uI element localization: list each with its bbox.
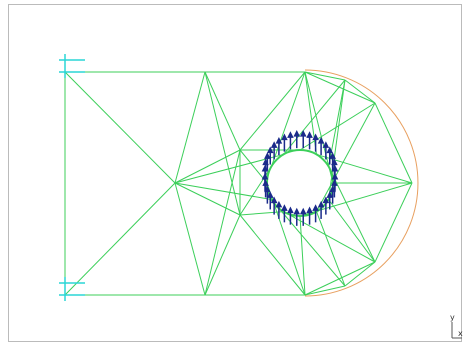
mesh-edge <box>304 71 346 81</box>
mesh-edge <box>174 149 241 184</box>
mesh-edge <box>304 71 376 104</box>
arrow-head <box>287 131 294 138</box>
arrow-head <box>312 133 319 141</box>
frame <box>8 4 462 342</box>
arrow-head <box>299 130 307 137</box>
mesh-edge <box>283 211 376 263</box>
mesh-edge <box>64 182 176 296</box>
arrow-head <box>270 196 278 204</box>
arrow-head <box>287 206 294 214</box>
mesh-edge <box>304 261 376 296</box>
arrow-head <box>281 133 288 141</box>
mesh-edge <box>239 211 284 216</box>
arrow-head <box>326 146 334 154</box>
arrow-head <box>281 204 288 211</box>
arrow-head <box>264 185 271 193</box>
arrow-head <box>331 172 339 180</box>
mesh-edge <box>328 166 376 263</box>
mesh-edge <box>328 199 376 263</box>
arrow-head <box>331 164 339 172</box>
mesh-edge <box>174 182 241 216</box>
arrow-head <box>317 200 325 208</box>
arrow-head <box>312 204 319 211</box>
arrow-head <box>275 136 283 144</box>
load-arrows <box>261 130 339 226</box>
mesh-edge <box>283 79 346 155</box>
mesh-edge <box>239 71 306 151</box>
mesh-edge <box>174 182 206 296</box>
arrow-head <box>322 196 330 204</box>
mesh-edge <box>304 285 346 296</box>
arrow-head <box>270 141 278 148</box>
mesh-edge <box>204 71 241 151</box>
arrow-head <box>264 152 271 159</box>
mesh-edge <box>174 71 206 184</box>
arrow-head <box>326 191 334 198</box>
mesh-edge <box>316 102 376 212</box>
mesh-edge <box>344 261 376 287</box>
mesh-edge <box>374 102 413 184</box>
mesh-edge <box>270 71 306 167</box>
mesh-edge <box>204 214 241 296</box>
mesh-edge <box>299 102 376 151</box>
mesh-edge <box>374 182 413 263</box>
arrow-head <box>266 146 274 154</box>
mesh-edge <box>316 211 346 287</box>
arrow-head <box>293 130 301 137</box>
arrow-head <box>293 207 301 215</box>
mesh-edge <box>64 71 176 184</box>
mesh-edge <box>174 182 272 200</box>
arrow-head <box>306 131 313 138</box>
arrow-head <box>306 206 313 214</box>
axis-triad: y x <box>450 313 463 339</box>
mesh-edge <box>204 71 241 216</box>
mesh-edge <box>204 149 241 296</box>
arrow-head <box>329 152 336 159</box>
arrow-head <box>299 207 307 215</box>
mesh-edge <box>299 215 306 296</box>
arrow-head <box>322 141 330 148</box>
mesh-edge <box>239 149 268 184</box>
mesh-edge <box>344 79 376 104</box>
mesh-edge <box>239 214 306 296</box>
outline-arc <box>304 69 419 297</box>
mesh <box>64 71 413 296</box>
arrow-head <box>266 191 274 198</box>
arrow-head <box>331 158 338 166</box>
constraints <box>59 54 85 301</box>
triad-y-label: y <box>450 313 455 322</box>
triad-x-label: x <box>458 329 463 338</box>
mesh-edge <box>304 71 317 155</box>
mesh-edge <box>328 79 346 200</box>
arrow-head <box>262 179 269 186</box>
arrow-head <box>317 136 325 144</box>
arrow-head <box>275 200 283 208</box>
